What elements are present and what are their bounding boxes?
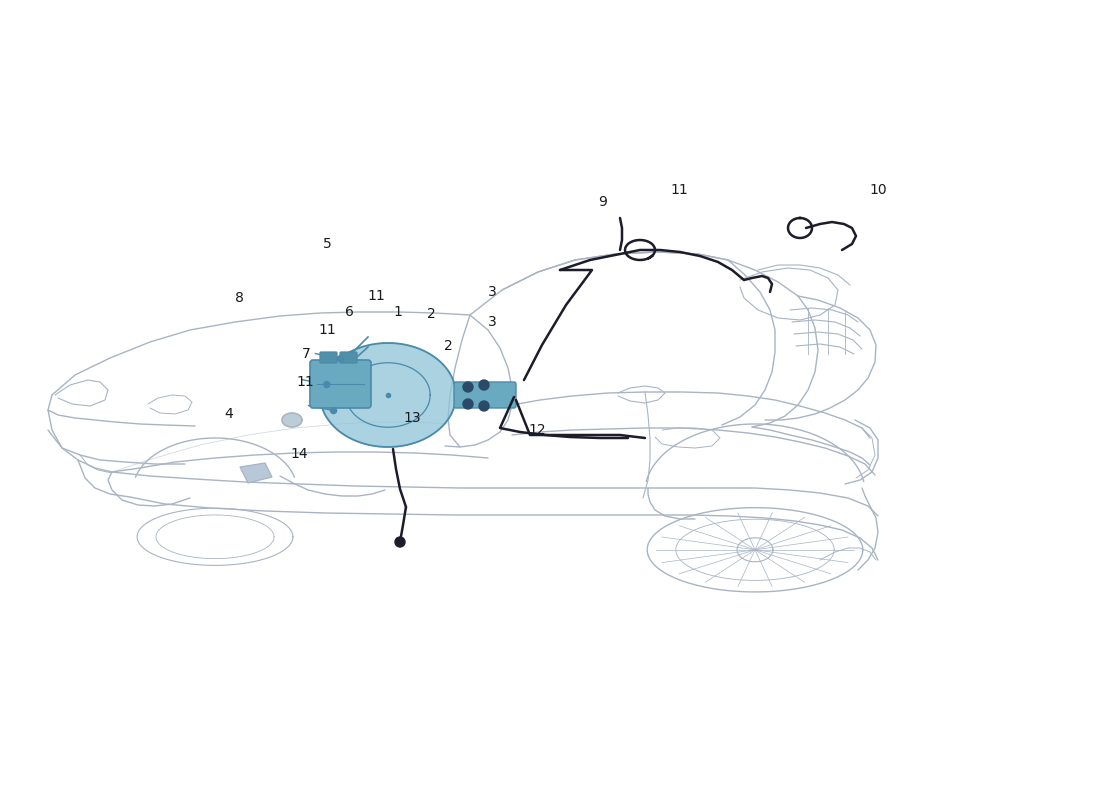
Text: 11: 11 (367, 289, 385, 303)
Text: 3: 3 (488, 315, 497, 330)
Circle shape (463, 399, 473, 409)
Text: 11: 11 (671, 183, 689, 198)
Text: 1: 1 (394, 305, 403, 319)
Text: 12: 12 (528, 423, 546, 438)
Text: 13: 13 (404, 410, 421, 425)
Text: 6: 6 (345, 305, 354, 319)
Polygon shape (320, 343, 456, 447)
Text: 2: 2 (444, 338, 453, 353)
Text: 3: 3 (488, 285, 497, 299)
Text: 8: 8 (235, 290, 244, 305)
Text: 10: 10 (869, 183, 887, 198)
Polygon shape (240, 463, 272, 483)
Circle shape (463, 382, 473, 392)
Polygon shape (282, 413, 303, 427)
Circle shape (478, 380, 490, 390)
Text: 2: 2 (427, 307, 436, 322)
Text: 14: 14 (290, 447, 308, 462)
FancyBboxPatch shape (310, 360, 371, 408)
Circle shape (395, 537, 405, 547)
FancyBboxPatch shape (454, 382, 516, 408)
Text: 9: 9 (598, 194, 607, 209)
Text: 7: 7 (301, 346, 310, 361)
Text: 4: 4 (224, 407, 233, 422)
Text: 11: 11 (297, 375, 315, 390)
Circle shape (331, 408, 337, 414)
Text: 11: 11 (319, 323, 337, 338)
Circle shape (338, 355, 343, 362)
FancyBboxPatch shape (340, 352, 358, 363)
Circle shape (323, 382, 330, 388)
Text: 5: 5 (323, 237, 332, 251)
FancyBboxPatch shape (320, 352, 337, 363)
Circle shape (478, 401, 490, 411)
